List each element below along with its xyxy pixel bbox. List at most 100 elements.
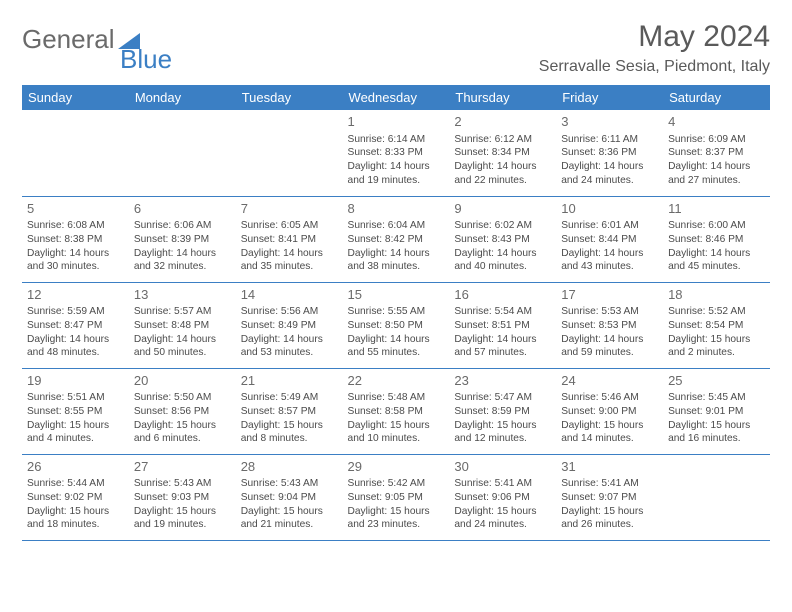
calendar-cell: 22Sunrise: 5:48 AMSunset: 8:58 PMDayligh… bbox=[343, 368, 450, 454]
calendar-cell: 27Sunrise: 5:43 AMSunset: 9:03 PMDayligh… bbox=[129, 454, 236, 540]
day-number: 19 bbox=[27, 372, 124, 390]
day-number: 18 bbox=[668, 286, 765, 304]
day-info: Sunrise: 6:04 AMSunset: 8:42 PMDaylight:… bbox=[348, 219, 445, 274]
calendar-row: 26Sunrise: 5:44 AMSunset: 9:02 PMDayligh… bbox=[22, 454, 770, 540]
day-info: Sunrise: 5:49 AMSunset: 8:57 PMDaylight:… bbox=[241, 391, 338, 446]
location-subtitle: Serravalle Sesia, Piedmont, Italy bbox=[539, 58, 770, 76]
calendar-row: 1 Sunrise: 6:14 AMSunset: 8:33 PMDaylight… bbox=[22, 110, 770, 196]
calendar-cell: 7Sunrise: 6:05 AMSunset: 8:41 PMDaylight… bbox=[236, 196, 343, 282]
day-number: 6 bbox=[134, 200, 231, 218]
day-info: Sunrise: 6:00 AMSunset: 8:46 PMDaylight:… bbox=[668, 219, 765, 274]
calendar-cell: 28Sunrise: 5:43 AMSunset: 9:04 PMDayligh… bbox=[236, 454, 343, 540]
day-info: Sunrise: 6:11 AMSunset: 8:36 PMDaylight:… bbox=[561, 133, 658, 188]
day-info: Sunrise: 5:54 AMSunset: 8:51 PMDaylight:… bbox=[454, 305, 551, 360]
calendar-page: General May 2024 Serravalle Sesia, Piedm… bbox=[0, 0, 792, 551]
day-number: 30 bbox=[454, 458, 551, 476]
day-number: 1 bbox=[348, 113, 445, 131]
day-number: 17 bbox=[561, 286, 658, 304]
day-info: Sunrise: 5:48 AMSunset: 8:58 PMDaylight:… bbox=[348, 391, 445, 446]
calendar-cell: 30Sunrise: 5:41 AMSunset: 9:06 PMDayligh… bbox=[449, 454, 556, 540]
title-block: May 2024 Serravalle Sesia, Piedmont, Ita… bbox=[539, 20, 770, 76]
calendar-table: Sunday Monday Tuesday Wednesday Thursday… bbox=[22, 85, 770, 541]
day-number: 4 bbox=[668, 113, 765, 131]
day-number: 21 bbox=[241, 372, 338, 390]
calendar-cell bbox=[236, 110, 343, 196]
day-info: Sunrise: 5:43 AMSunset: 9:04 PMDaylight:… bbox=[241, 477, 338, 532]
day-info: Sunrise: 5:50 AMSunset: 8:56 PMDaylight:… bbox=[134, 391, 231, 446]
brand-part2: Blue bbox=[22, 44, 142, 75]
day-number: 25 bbox=[668, 372, 765, 390]
day-number: 22 bbox=[348, 372, 445, 390]
calendar-cell: 8Sunrise: 6:04 AMSunset: 8:42 PMDaylight… bbox=[343, 196, 450, 282]
day-info: Sunrise: 6:05 AMSunset: 8:41 PMDaylight:… bbox=[241, 219, 338, 274]
day-number: 5 bbox=[27, 200, 124, 218]
day-number: 29 bbox=[348, 458, 445, 476]
day-info: Sunrise: 6:08 AMSunset: 8:38 PMDaylight:… bbox=[27, 219, 124, 274]
calendar-cell: 29Sunrise: 5:42 AMSunset: 9:05 PMDayligh… bbox=[343, 454, 450, 540]
day-info: Sunrise: 6:14 AMSunset: 8:33 PMDaylight:… bbox=[348, 133, 445, 188]
day-number: 7 bbox=[241, 200, 338, 218]
day-number: 20 bbox=[134, 372, 231, 390]
day-number: 14 bbox=[241, 286, 338, 304]
calendar-cell: 13Sunrise: 5:57 AMSunset: 8:48 PMDayligh… bbox=[129, 282, 236, 368]
day-number: 26 bbox=[27, 458, 124, 476]
calendar-row: 12Sunrise: 5:59 AMSunset: 8:47 PMDayligh… bbox=[22, 282, 770, 368]
day-info: Sunrise: 6:01 AMSunset: 8:44 PMDaylight:… bbox=[561, 219, 658, 274]
day-number: 16 bbox=[454, 286, 551, 304]
day-info: Sunrise: 5:53 AMSunset: 8:53 PMDaylight:… bbox=[561, 305, 658, 360]
calendar-row: 19Sunrise: 5:51 AMSunset: 8:55 PMDayligh… bbox=[22, 368, 770, 454]
weekday-header: Thursday bbox=[449, 85, 556, 110]
calendar-cell: 26Sunrise: 5:44 AMSunset: 9:02 PMDayligh… bbox=[22, 454, 129, 540]
calendar-cell: 15Sunrise: 5:55 AMSunset: 8:50 PMDayligh… bbox=[343, 282, 450, 368]
day-number: 27 bbox=[134, 458, 231, 476]
calendar-cell: 6Sunrise: 6:06 AMSunset: 8:39 PMDaylight… bbox=[129, 196, 236, 282]
calendar-cell: 11Sunrise: 6:00 AMSunset: 8:46 PMDayligh… bbox=[663, 196, 770, 282]
day-info: Sunrise: 5:47 AMSunset: 8:59 PMDaylight:… bbox=[454, 391, 551, 446]
day-info: Sunrise: 5:41 AMSunset: 9:06 PMDaylight:… bbox=[454, 477, 551, 532]
month-title: May 2024 bbox=[539, 20, 770, 54]
day-number: 12 bbox=[27, 286, 124, 304]
day-info: Sunrise: 5:55 AMSunset: 8:50 PMDaylight:… bbox=[348, 305, 445, 360]
day-info: Sunrise: 5:56 AMSunset: 8:49 PMDaylight:… bbox=[241, 305, 338, 360]
calendar-cell: 9Sunrise: 6:02 AMSunset: 8:43 PMDaylight… bbox=[449, 196, 556, 282]
day-number: 31 bbox=[561, 458, 658, 476]
calendar-cell: 25Sunrise: 5:45 AMSunset: 9:01 PMDayligh… bbox=[663, 368, 770, 454]
calendar-cell: 23Sunrise: 5:47 AMSunset: 8:59 PMDayligh… bbox=[449, 368, 556, 454]
calendar-cell: 3Sunrise: 6:11 AMSunset: 8:36 PMDaylight… bbox=[556, 110, 663, 196]
day-info: Sunrise: 5:45 AMSunset: 9:01 PMDaylight:… bbox=[668, 391, 765, 446]
day-info: Sunrise: 6:12 AMSunset: 8:34 PMDaylight:… bbox=[454, 133, 551, 188]
weekday-header: Sunday bbox=[22, 85, 129, 110]
day-info: Sunrise: 5:43 AMSunset: 9:03 PMDaylight:… bbox=[134, 477, 231, 532]
day-number: 11 bbox=[668, 200, 765, 218]
calendar-cell: 5Sunrise: 6:08 AMSunset: 8:38 PMDaylight… bbox=[22, 196, 129, 282]
calendar-cell: 14Sunrise: 5:56 AMSunset: 8:49 PMDayligh… bbox=[236, 282, 343, 368]
day-info: Sunrise: 5:46 AMSunset: 9:00 PMDaylight:… bbox=[561, 391, 658, 446]
weekday-header: Friday bbox=[556, 85, 663, 110]
day-number: 24 bbox=[561, 372, 658, 390]
calendar-cell: 21Sunrise: 5:49 AMSunset: 8:57 PMDayligh… bbox=[236, 368, 343, 454]
day-number: 9 bbox=[454, 200, 551, 218]
day-info: Sunrise: 5:44 AMSunset: 9:02 PMDaylight:… bbox=[27, 477, 124, 532]
calendar-cell: 19Sunrise: 5:51 AMSunset: 8:55 PMDayligh… bbox=[22, 368, 129, 454]
calendar-cell: 4Sunrise: 6:09 AMSunset: 8:37 PMDaylight… bbox=[663, 110, 770, 196]
calendar-cell: 10Sunrise: 6:01 AMSunset: 8:44 PMDayligh… bbox=[556, 196, 663, 282]
calendar-head: Sunday Monday Tuesday Wednesday Thursday… bbox=[22, 85, 770, 110]
calendar-cell: 31Sunrise: 5:41 AMSunset: 9:07 PMDayligh… bbox=[556, 454, 663, 540]
day-info: Sunrise: 5:52 AMSunset: 8:54 PMDaylight:… bbox=[668, 305, 765, 360]
calendar-cell bbox=[129, 110, 236, 196]
weekday-header: Monday bbox=[129, 85, 236, 110]
day-number: 8 bbox=[348, 200, 445, 218]
calendar-cell: 1 Sunrise: 6:14 AMSunset: 8:33 PMDaylight… bbox=[343, 110, 450, 196]
calendar-row: 5Sunrise: 6:08 AMSunset: 8:38 PMDaylight… bbox=[22, 196, 770, 282]
day-number: 2 bbox=[454, 113, 551, 131]
calendar-cell bbox=[22, 110, 129, 196]
weekday-header: Wednesday bbox=[343, 85, 450, 110]
calendar-cell: 24Sunrise: 5:46 AMSunset: 9:00 PMDayligh… bbox=[556, 368, 663, 454]
day-info: Sunrise: 5:57 AMSunset: 8:48 PMDaylight:… bbox=[134, 305, 231, 360]
weekday-header: Saturday bbox=[663, 85, 770, 110]
calendar-cell: 2 Sunrise: 6:12 AMSunset: 8:34 PMDaylight… bbox=[449, 110, 556, 196]
day-number: 28 bbox=[241, 458, 338, 476]
day-number: 13 bbox=[134, 286, 231, 304]
day-info: Sunrise: 5:51 AMSunset: 8:55 PMDaylight:… bbox=[27, 391, 124, 446]
day-number: 10 bbox=[561, 200, 658, 218]
